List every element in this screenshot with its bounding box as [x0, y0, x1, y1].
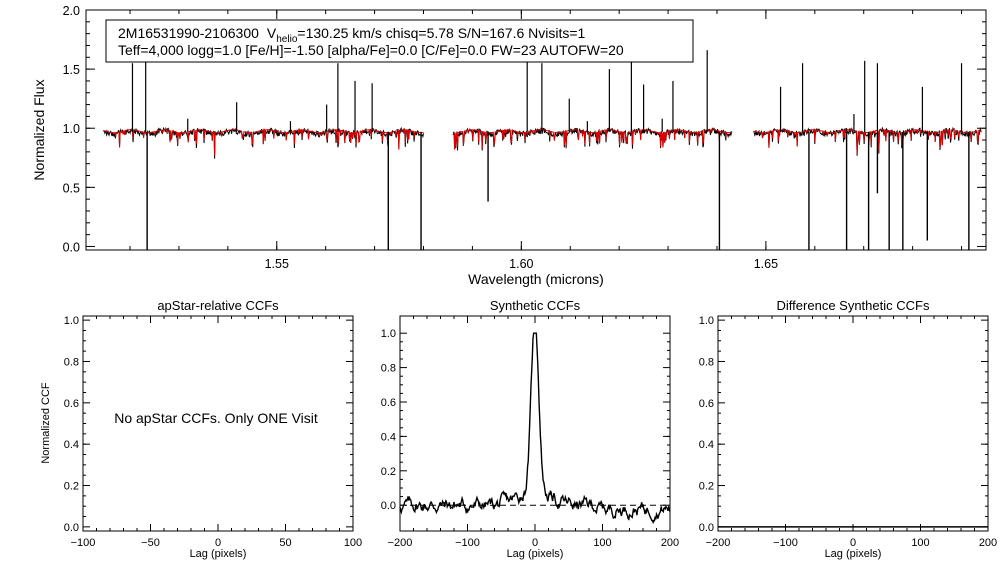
panel1-title: apStar-relative CCFs	[157, 298, 279, 313]
ccf-ytick-label: 1.0	[381, 328, 396, 340]
spectrum-frame	[85, 9, 987, 251]
ccf-panel-synthetic: −200 −100 0 100 200 0.0 0.2 0.4 0.6 0.8 1.0 Synthe…	[381, 298, 679, 560]
panel3-title: Difference Synthetic CCFs	[777, 298, 930, 313]
ccf-xtick-label: 100	[593, 537, 611, 549]
spectrum-traces	[103, 27, 982, 250]
ccf-xtick-label: 100	[344, 537, 362, 549]
panel1-note: No apStar CCFs. Only ONE Visit	[114, 410, 318, 426]
ccf-ytick-label: 0.8	[699, 356, 714, 368]
spectrum-ytick-label: 1.5	[63, 63, 80, 77]
header-line-1-rest: =130.25 km/s chisq=5.78 S/N=167.6 Nvisit…	[297, 25, 585, 41]
spectrum-ytick-label: 0.5	[63, 181, 80, 195]
ccf-ytick-label: 0.2	[64, 481, 79, 493]
ccf-ytick-label: 0.6	[64, 398, 79, 410]
panel2-ticks: −200 −100 0 100 200 0.0 0.2 0.4 0.6 0.8 1.0	[381, 316, 679, 549]
ccf-xtick-label: 0	[215, 537, 221, 549]
spectrum-xlabel: Wavelength (microns)	[468, 271, 604, 287]
spectrum-ytick-label: 1.0	[63, 122, 80, 136]
ccf-ytick-label: 0.0	[699, 522, 714, 534]
header-box	[105, 19, 694, 63]
header-line-1: 2M16531990-2106300 Vhelio=130.25 km/s chi…	[118, 25, 586, 45]
ccf-ytick-label: 0.8	[381, 363, 396, 375]
header-v-label: V	[267, 25, 277, 41]
panel2-title: Synthetic CCFs	[490, 298, 581, 313]
spectrum-spike-lines	[131, 27, 970, 250]
ccf-xtick-label: 0	[850, 537, 856, 549]
ccf-xtick-label: −100	[773, 537, 798, 549]
header-v-subscript: helio	[276, 34, 298, 45]
ccf-xtick-label: −100	[455, 537, 480, 549]
spectrum-xtick-label: 1.55	[265, 257, 289, 271]
ccf-ytick-label: 0.8	[64, 356, 79, 368]
spectrum-panel: 1.55 1.60 1.65 0.0 0.5 1.0 1.5 2.0 2M16531990-2…	[31, 4, 987, 287]
header-line-2: Teff=4,000 logg=1.0 [Fe/H]=-1.50 [alpha/…	[118, 42, 624, 58]
panel2-frame	[399, 315, 671, 532]
ccf-ytick-label: 0.2	[699, 481, 714, 493]
ccf-ytick-label: 0.6	[381, 397, 396, 409]
panel3-frame	[717, 315, 989, 532]
spectrum-xtick-label: 1.60	[509, 257, 533, 271]
synthetic-ccf-line	[399, 332, 671, 525]
panel2-xlabel: Lag (pixels)	[507, 548, 564, 560]
spectrum-ytick-label: 2.0	[63, 4, 80, 18]
ccf-ytick-label: 1.0	[64, 315, 79, 327]
ccf-xtick-label: 200	[979, 537, 997, 549]
panel3-xlabel: Lag (pixels)	[825, 548, 882, 560]
ccf-ytick-label: 0.0	[381, 500, 396, 512]
ccf-ytick-label: 0.0	[64, 522, 79, 534]
ccf-ytick-label: 0.4	[699, 439, 714, 451]
panel3-ticks: −200 −100 0 100 200 0.0 0.2 0.4 0.6 0.8 1.0	[699, 315, 997, 549]
ccf-xtick-label: 50	[279, 537, 291, 549]
ccf-xtick-label: −50	[141, 537, 160, 549]
ccf-panel-apstar: −100 −50 0 50 100 0.0 0.2 0.4 0.6 0.8 1.0 apStar-r…	[40, 298, 362, 560]
header-star-id: 2M16531990-2106300	[118, 25, 259, 41]
ccf-xtick-label: −100	[71, 537, 96, 549]
observed-spectrum-line	[103, 126, 982, 159]
ccf-ytick-label: 1.0	[699, 315, 714, 327]
ccf-ytick-label: 0.4	[381, 431, 396, 443]
spectrum-ylabel: Normalized Flux	[31, 79, 47, 180]
ccf-xtick-label: 100	[911, 537, 929, 549]
panel1-xlabel: Lag (pixels)	[190, 548, 247, 560]
ccf-xtick-label: −200	[388, 537, 413, 549]
ccf-xtick-label: −200	[706, 537, 731, 549]
spectrum-ytick-label: 0.0	[63, 240, 80, 254]
ccf-ylabel: Normalized CCF	[40, 382, 52, 464]
ccf-ytick-label: 0.2	[381, 466, 396, 478]
ccf-ytick-label: 0.6	[699, 398, 714, 410]
ccf-panel-difference: −200 −100 0 100 200 0.0 0.2 0.4 0.6 0.8 1.0 Differ…	[699, 298, 997, 560]
spectrum-ticks: 1.55 1.60 1.65 0.0 0.5 1.0 1.5 2.0	[63, 4, 986, 271]
ccf-xtick-label: 0	[532, 537, 538, 549]
ccf-ytick-label: 0.4	[64, 439, 79, 451]
panel1-ticks: −100 −50 0 50 100 0.0 0.2 0.4 0.6 0.8 1.0	[64, 315, 362, 549]
ccf-xtick-label: 200	[661, 537, 679, 549]
model-spectrum-line	[103, 128, 982, 156]
spectrum-xtick-label: 1.65	[754, 257, 778, 271]
